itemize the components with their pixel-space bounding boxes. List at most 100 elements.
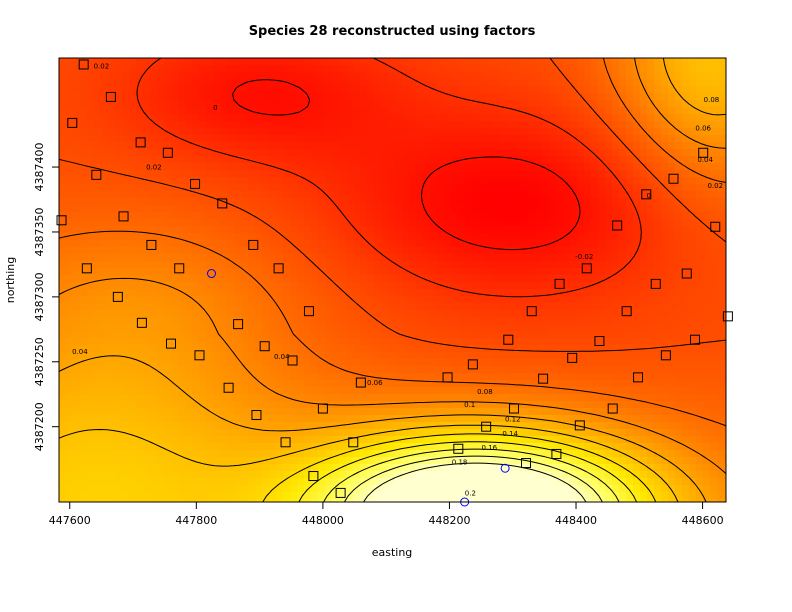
heatmap-cell [388, 240, 396, 248]
heatmap-cell [311, 219, 319, 227]
heatmap-cell [409, 191, 417, 199]
heatmap-cell [598, 373, 606, 381]
heatmap-cell [409, 156, 417, 164]
heatmap-cell [185, 100, 193, 108]
heatmap-cell [535, 121, 543, 129]
heatmap-cell [325, 121, 333, 129]
heatmap-cell [584, 303, 592, 311]
heatmap-cell [395, 240, 403, 248]
heatmap-cell [178, 58, 186, 66]
heatmap-cell [395, 359, 403, 367]
heatmap-cell [255, 415, 263, 423]
heatmap-cell [87, 324, 95, 332]
heatmap-cell [703, 212, 711, 220]
heatmap-cell [619, 254, 627, 262]
heatmap-cell [423, 79, 431, 87]
heatmap-cell [157, 415, 165, 423]
heatmap-cell [276, 408, 284, 416]
heatmap-cell [570, 261, 578, 269]
heatmap-cell [360, 205, 368, 213]
heatmap-cell [472, 121, 480, 129]
heatmap-cell [577, 100, 585, 108]
heatmap-cell [150, 212, 158, 220]
heatmap-cell [507, 205, 515, 213]
heatmap-cell [724, 58, 727, 66]
heatmap-cell [171, 198, 179, 206]
heatmap-cell [262, 268, 270, 276]
heatmap-cell [213, 191, 221, 199]
heatmap-cell [318, 177, 326, 185]
heatmap-cell [395, 261, 403, 269]
heatmap-cell [458, 317, 466, 325]
heatmap-cell [717, 72, 725, 80]
heatmap-cell [661, 387, 669, 395]
heatmap-cell [290, 254, 298, 262]
heatmap-cell [563, 135, 571, 143]
heatmap-cell [283, 254, 291, 262]
heatmap-cell [493, 121, 501, 129]
heatmap-cell [122, 380, 130, 388]
heatmap-cell [164, 86, 172, 94]
heatmap-cell [451, 191, 459, 199]
heatmap-cell [724, 261, 727, 269]
heatmap-cell [703, 359, 711, 367]
heatmap-cell [437, 128, 445, 136]
heatmap-cell [584, 156, 592, 164]
heatmap-cell [115, 296, 123, 304]
heatmap-cell [178, 100, 186, 108]
heatmap-cell [493, 114, 501, 122]
heatmap-cell [486, 93, 494, 101]
heatmap-cell [73, 86, 81, 94]
heatmap-cell [619, 212, 627, 220]
heatmap-cell [150, 394, 158, 402]
heatmap-cell [192, 310, 200, 318]
heatmap-cell [682, 282, 690, 290]
heatmap-cell [143, 380, 151, 388]
heatmap-cell [80, 149, 88, 157]
heatmap-cell [717, 345, 725, 353]
heatmap-cell [465, 135, 473, 143]
heatmap-cell [276, 324, 284, 332]
heatmap-cell [199, 93, 207, 101]
heatmap-cell [395, 79, 403, 87]
heatmap-cell [437, 331, 445, 339]
heatmap-cell [66, 275, 74, 283]
heatmap-cell [150, 149, 158, 157]
heatmap-cell [654, 100, 662, 108]
heatmap-cell [234, 240, 242, 248]
heatmap-cell [346, 212, 354, 220]
heatmap-cell [255, 219, 263, 227]
heatmap-cell [227, 408, 235, 416]
heatmap-cell [626, 163, 634, 171]
heatmap-cell [535, 268, 543, 276]
heatmap-cell [465, 191, 473, 199]
heatmap-cell [493, 296, 501, 304]
heatmap-cell [262, 121, 270, 129]
heatmap-cell [486, 338, 494, 346]
heatmap-cell [367, 177, 375, 185]
heatmap-cell [59, 114, 67, 122]
heatmap-cell [689, 289, 697, 297]
heatmap-cell [570, 149, 578, 157]
heatmap-cell [374, 359, 382, 367]
heatmap-cell [129, 86, 137, 94]
heatmap-cell [598, 58, 606, 66]
heatmap-cell [465, 205, 473, 213]
heatmap-cell [199, 268, 207, 276]
heatmap-cell [409, 100, 417, 108]
heatmap-cell [633, 135, 641, 143]
heatmap-cell [73, 205, 81, 213]
heatmap-cell [500, 359, 508, 367]
heatmap-cell [647, 156, 655, 164]
heatmap-cell [430, 184, 438, 192]
heatmap-cell [199, 303, 207, 311]
heatmap-cell [150, 415, 158, 423]
heatmap-cell [353, 324, 361, 332]
heatmap-cell [486, 268, 494, 276]
heatmap-cell [178, 233, 186, 241]
heatmap-cell [304, 338, 312, 346]
heatmap-cell [360, 366, 368, 374]
heatmap-cell [710, 93, 718, 101]
heatmap-cell [262, 282, 270, 290]
heatmap-cell [129, 387, 137, 395]
